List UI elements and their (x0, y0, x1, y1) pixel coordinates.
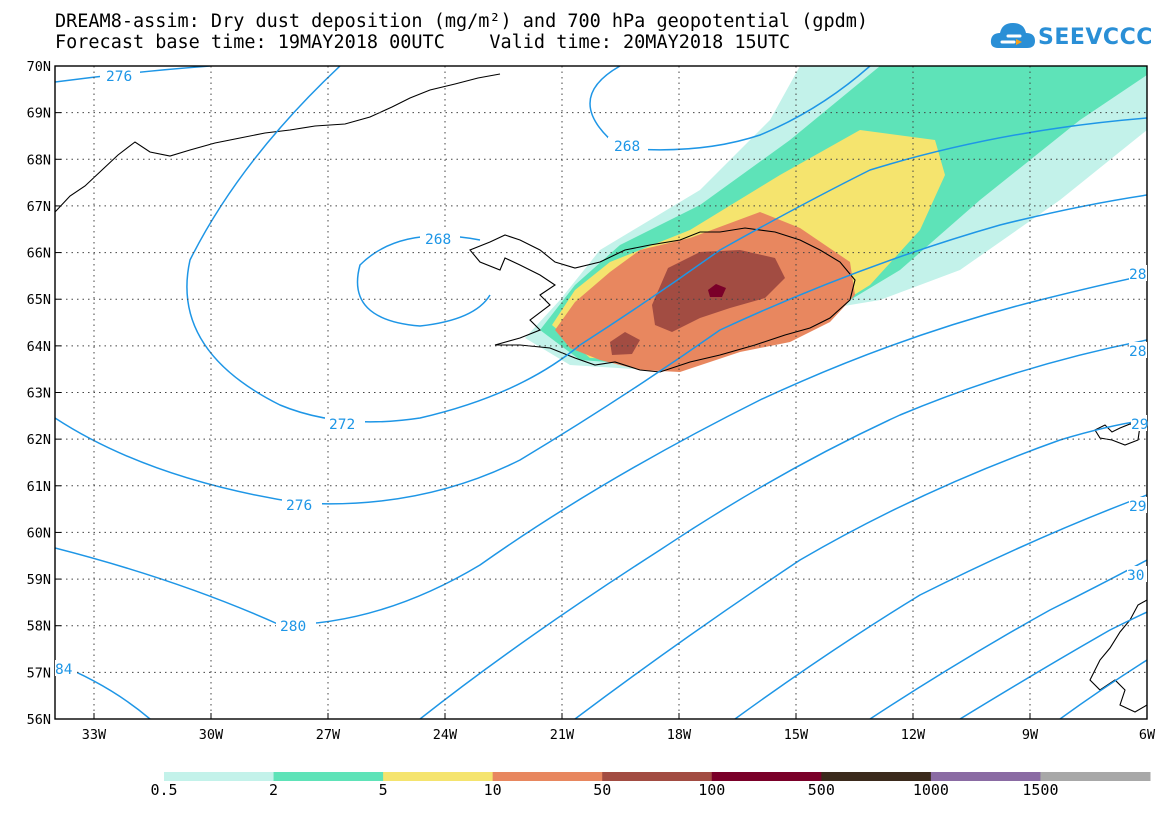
map-title-line-1: DREAM8-assim: Dry dust deposition (mg/m²… (55, 11, 869, 32)
contour-296 (869, 559, 1147, 719)
latitude-label: 58N (27, 619, 51, 635)
contour-label: 276 (106, 69, 132, 85)
legend-label: 100 (698, 781, 726, 799)
latitude-label: 61N (27, 479, 51, 495)
latitude-label: 66N (27, 246, 51, 262)
legend-swatch (711, 772, 822, 781)
longitude-labels: 33W 30W 27W 24W 21W 18W 15W 12W 9W 6W (82, 727, 1156, 743)
legend-swatch (383, 772, 494, 781)
longitude-label: 27W (316, 727, 341, 743)
legend-label: 50 (593, 781, 612, 799)
latitude-label: 63N (27, 386, 51, 402)
contour-label: 28 (1129, 344, 1146, 360)
legend-swatch (821, 772, 932, 781)
contour-268-west (356, 235, 491, 327)
map-title-line-2: Forecast base time: 19MAY2018 00UTC Vali… (55, 32, 791, 53)
legend-swatch (492, 772, 603, 781)
dust-band-100 (708, 284, 726, 297)
latitude-label: 67N (27, 199, 51, 215)
contour-label: 276 (286, 498, 312, 514)
contour-label: 268 (614, 139, 640, 155)
logo-text: SEEVCCC (1038, 25, 1153, 50)
seevccc-logo: SEEVCCC (988, 16, 1152, 60)
contour-284 (419, 339, 1147, 719)
contour-label: 30 (1127, 568, 1144, 584)
longitude-label: 30W (199, 727, 224, 743)
legend-label: 0.5 (150, 781, 178, 799)
latitude-label: 62N (27, 432, 51, 448)
latitude-label: 70N (27, 59, 51, 75)
coastlines (55, 73, 1147, 713)
graticule (55, 66, 1147, 719)
longitude-label: 18W (667, 727, 692, 743)
legend-swatch (164, 772, 275, 781)
axis-ticks (55, 65, 1148, 720)
contour-288 (574, 419, 1147, 719)
latitude-label: 69N (27, 106, 51, 122)
contour-label: 84 (55, 662, 73, 678)
latitude-label: 68N (27, 152, 51, 168)
legend-swatch (1040, 772, 1151, 781)
legend-swatch (930, 772, 1041, 781)
contour-label: 28 (1129, 267, 1146, 283)
contour-272 (186, 66, 1147, 423)
legend-label: 10 (483, 781, 502, 799)
greenland-coast (55, 73, 501, 213)
contour-label: 268 (425, 232, 451, 248)
latitude-label: 59N (27, 572, 51, 588)
contour-268-north (589, 66, 871, 151)
cloud-icon (990, 23, 1035, 48)
longitude-label: 9W (1022, 727, 1039, 743)
iceland-coast (469, 227, 856, 373)
longitude-label: 24W (433, 727, 458, 743)
contour-label: 272 (329, 417, 355, 433)
longitude-label: 15W (784, 727, 809, 743)
dust-band-50-south (610, 332, 640, 355)
contour-276 (55, 194, 1147, 505)
latitude-labels: 70N 69N 68N 67N 66N 65N 64N 63N 62N 61N 60N 59N 58N 5… (27, 59, 51, 728)
latitude-label: 57N (27, 665, 51, 681)
contour-292 (734, 494, 1147, 719)
contour-280 (55, 274, 1147, 626)
legend-swatch (273, 772, 384, 781)
legend-label: 1500 (1022, 781, 1059, 799)
legend-colorbar (164, 772, 1151, 781)
latitude-label: 64N (27, 339, 51, 355)
longitude-label: 12W (901, 727, 926, 743)
legend-label: 5 (378, 781, 388, 799)
contour-300 (959, 611, 1147, 719)
legend-swatch (602, 772, 713, 781)
latitude-label: 65N (27, 292, 51, 308)
dust-deposition-field (525, 66, 1147, 372)
longitude-label: 6W (1139, 727, 1156, 743)
contour-label: 280 (280, 619, 306, 635)
longitude-label: 21W (550, 727, 575, 743)
contour-304 (1059, 659, 1147, 719)
latitude-label: 56N (27, 712, 51, 728)
legend-label: 2 (269, 781, 279, 799)
legend-label: 500 (807, 781, 835, 799)
contour-label: 29 (1131, 417, 1148, 433)
contour-labels: 276 268 268 272 276 280 84 28 28 29 29 3… (55, 68, 1148, 678)
contour-label: 29 (1129, 499, 1146, 515)
legend-label: 1000 (912, 781, 949, 799)
geopotential-contours (55, 66, 1147, 719)
latitude-label: 60N (27, 525, 51, 541)
longitude-label: 33W (82, 727, 107, 743)
